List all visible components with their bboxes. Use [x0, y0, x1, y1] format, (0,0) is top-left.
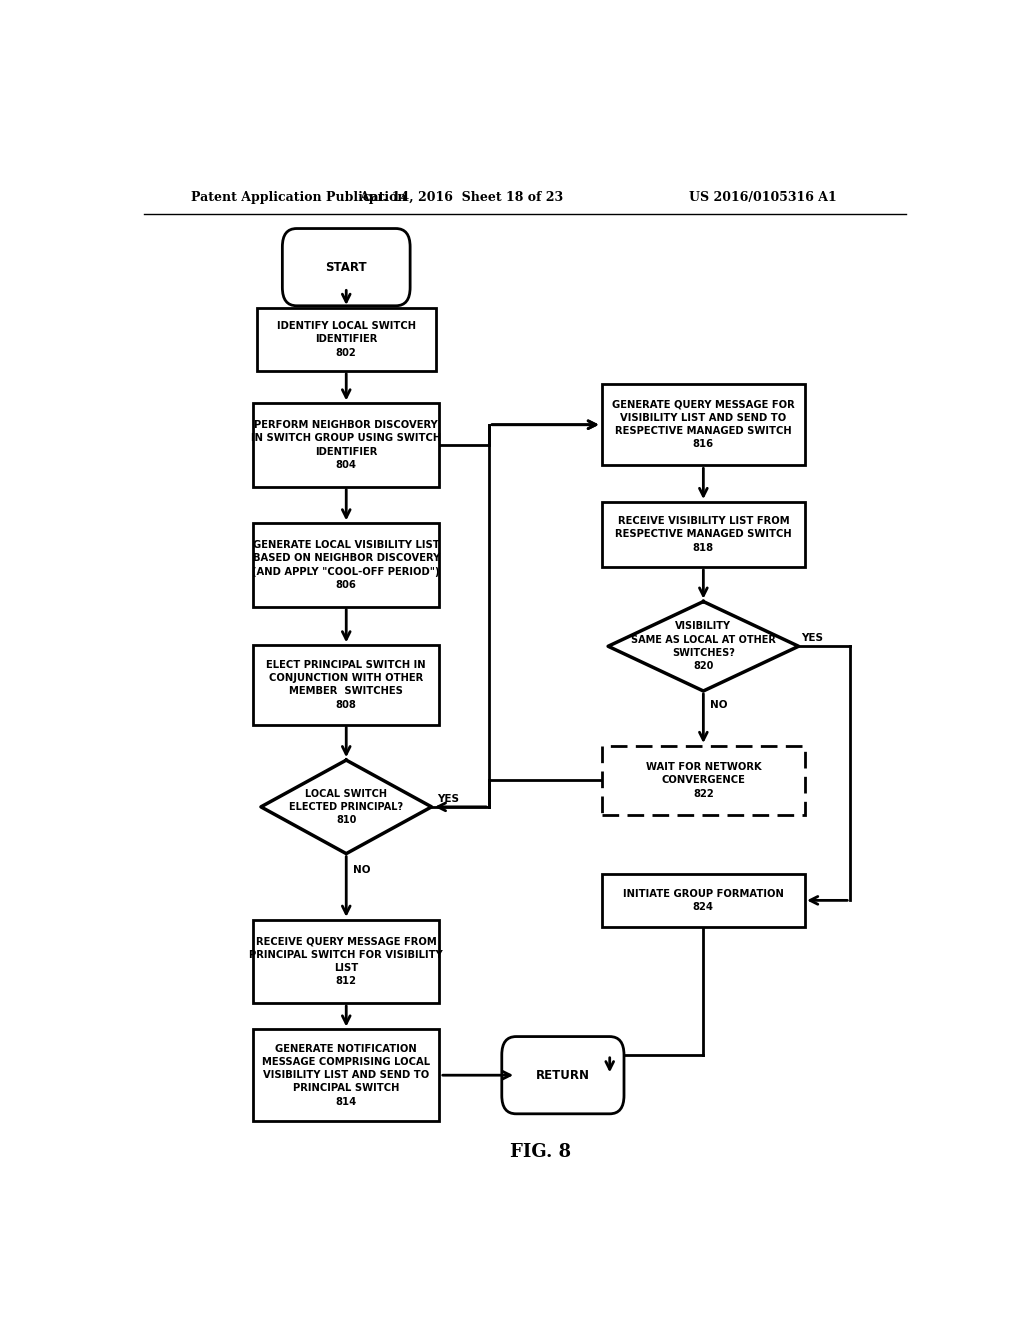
Text: IDENTIFY LOCAL SWITCH
IDENTIFIER
802: IDENTIFY LOCAL SWITCH IDENTIFIER 802 [276, 321, 416, 358]
Bar [253, 404, 439, 487]
Text: YES: YES [801, 634, 823, 643]
Bar [253, 920, 439, 1003]
Text: YES: YES [437, 793, 460, 804]
FancyBboxPatch shape [283, 228, 411, 306]
Text: VISIBILITY
SAME AS LOCAL AT OTHER
SWITCHES?
820: VISIBILITY SAME AS LOCAL AT OTHER SWITCH… [631, 622, 776, 671]
Bar [253, 645, 439, 725]
Text: NO: NO [710, 700, 727, 710]
Bar [602, 502, 805, 568]
Text: WAIT FOR NETWORK
CONVERGENCE
822: WAIT FOR NETWORK CONVERGENCE 822 [645, 762, 761, 799]
Text: LOCAL SWITCH
ELECTED PRINCIPAL?
810: LOCAL SWITCH ELECTED PRINCIPAL? 810 [289, 788, 403, 825]
FancyBboxPatch shape [502, 1036, 624, 1114]
Text: INITIATE GROUP FORMATION
824: INITIATE GROUP FORMATION 824 [623, 888, 783, 912]
Text: ELECT PRINCIPAL SWITCH IN
CONJUNCTION WITH OTHER
MEMBER  SWITCHES
808: ELECT PRINCIPAL SWITCH IN CONJUNCTION WI… [266, 660, 426, 710]
Bar [257, 308, 435, 371]
Bar [602, 746, 805, 814]
Bar [602, 874, 805, 927]
Text: RECEIVE QUERY MESSAGE FROM
PRINCIPAL SWITCH FOR VISIBILITY
LIST
812: RECEIVE QUERY MESSAGE FROM PRINCIPAL SWI… [250, 937, 443, 986]
Bar [253, 1030, 439, 1121]
Polygon shape [608, 602, 799, 690]
Text: RETURN: RETURN [536, 1069, 590, 1081]
Text: NO: NO [352, 865, 370, 875]
Text: RECEIVE VISIBILITY LIST FROM
RESPECTIVE MANAGED SWITCH
818: RECEIVE VISIBILITY LIST FROM RESPECTIVE … [615, 516, 792, 553]
Polygon shape [261, 760, 431, 854]
Text: US 2016/0105316 A1: US 2016/0105316 A1 [689, 190, 837, 203]
Text: GENERATE LOCAL VISIBILITY LIST
BASED ON NEIGHBOR DISCOVERY
(AND APPLY "COOL-OFF : GENERATE LOCAL VISIBILITY LIST BASED ON … [253, 540, 440, 590]
Text: PERFORM NEIGHBOR DISCOVERY
IN SWITCH GROUP USING SWITCH
IDENTIFIER
804: PERFORM NEIGHBOR DISCOVERY IN SWITCH GRO… [251, 420, 441, 470]
Text: Apr. 14, 2016  Sheet 18 of 23: Apr. 14, 2016 Sheet 18 of 23 [359, 190, 563, 203]
Text: GENERATE QUERY MESSAGE FOR
VISIBILITY LIST AND SEND TO
RESPECTIVE MANAGED SWITCH: GENERATE QUERY MESSAGE FOR VISIBILITY LI… [612, 400, 795, 450]
Bar [253, 523, 439, 607]
Text: FIG. 8: FIG. 8 [510, 1143, 571, 1162]
Text: START: START [326, 260, 367, 273]
Text: Patent Application Publication: Patent Application Publication [191, 190, 407, 203]
Bar [602, 384, 805, 466]
Text: GENERATE NOTIFICATION
MESSAGE COMPRISING LOCAL
VISIBILITY LIST AND SEND TO
PRINC: GENERATE NOTIFICATION MESSAGE COMPRISING… [262, 1044, 430, 1106]
